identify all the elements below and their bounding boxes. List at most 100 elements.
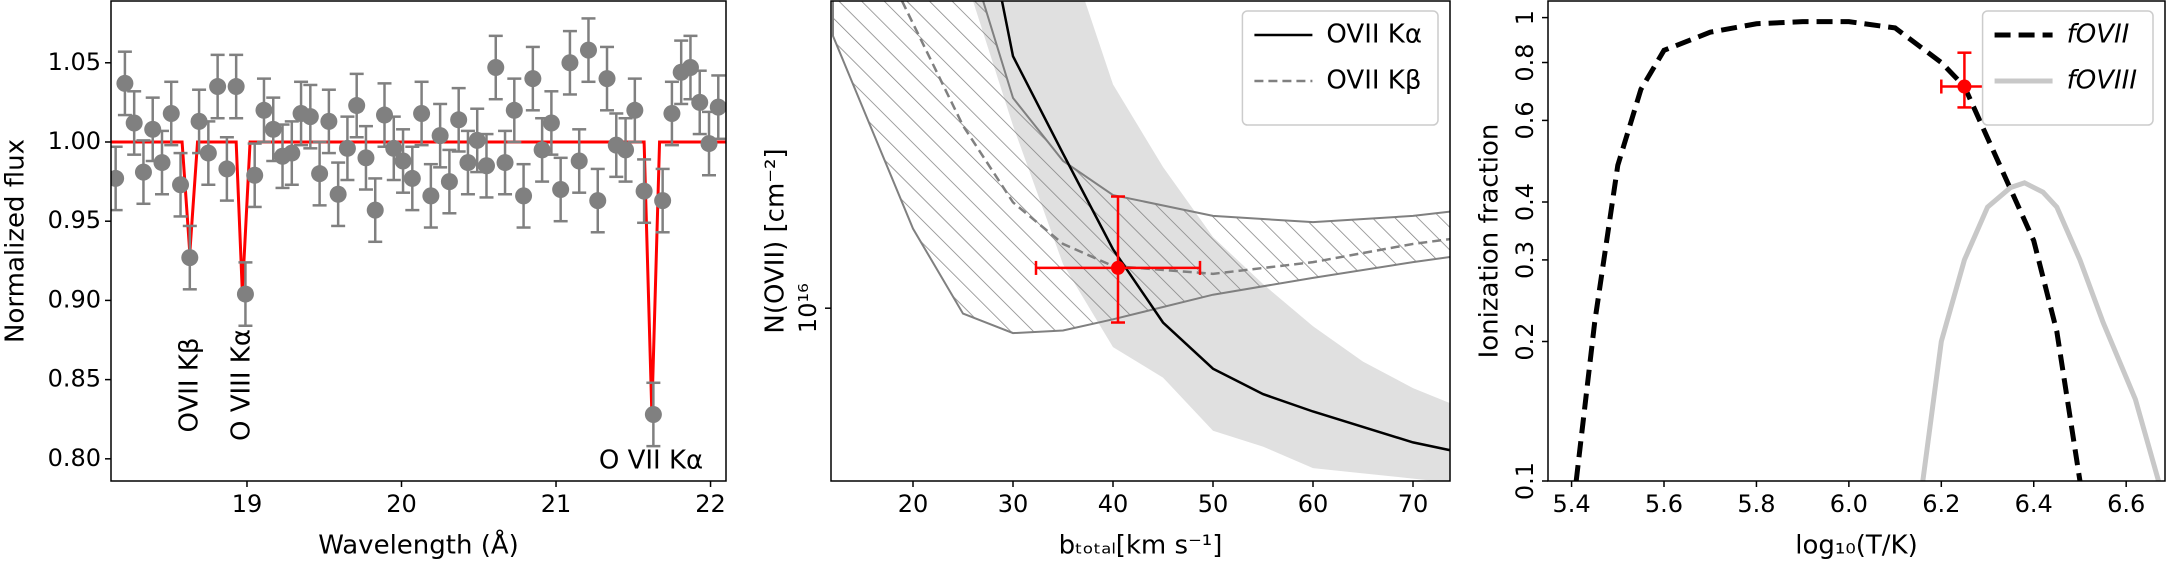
y-tick-label: 1.00 bbox=[48, 127, 101, 155]
point bbox=[172, 176, 190, 194]
axes-frame bbox=[830, 0, 1451, 482]
legend-label: fOVII bbox=[2067, 20, 2130, 50]
point bbox=[218, 160, 236, 178]
y-axis-label: N(OVII) [cm⁻²] bbox=[761, 148, 791, 333]
point bbox=[181, 249, 199, 267]
point bbox=[422, 187, 440, 205]
x-tick-label: 21 bbox=[541, 490, 572, 518]
x-tick-label: 6.6 bbox=[2107, 490, 2145, 518]
y-tick-label: 0.95 bbox=[48, 206, 101, 234]
point bbox=[477, 157, 495, 175]
band bbox=[832, 1, 1450, 335]
point bbox=[515, 187, 533, 205]
point bbox=[681, 59, 699, 77]
point bbox=[283, 144, 301, 162]
x-tick-label: 6.2 bbox=[1922, 490, 1960, 518]
point bbox=[366, 201, 384, 219]
point bbox=[524, 70, 542, 88]
y-tick-label: 0.1 bbox=[1511, 462, 1539, 500]
legend-label: fOVIII bbox=[2067, 66, 2137, 96]
y-tick-label: 10¹⁶ bbox=[794, 283, 822, 333]
line bbox=[1573, 19, 2083, 481]
x-axis-label: log₁₀(T/K) bbox=[1795, 531, 1917, 561]
legend-label: OVII Kβ bbox=[1326, 66, 1421, 96]
point bbox=[598, 70, 616, 88]
point bbox=[144, 120, 162, 138]
point bbox=[487, 59, 505, 77]
point bbox=[246, 166, 264, 184]
y-tick-label: 0.2 bbox=[1511, 322, 1539, 360]
point bbox=[199, 144, 217, 162]
point bbox=[338, 139, 356, 157]
x-tick-label: 19 bbox=[232, 490, 263, 518]
point bbox=[552, 181, 570, 199]
point bbox=[691, 93, 709, 111]
point bbox=[709, 98, 726, 116]
point bbox=[116, 74, 134, 92]
annotation: O VII Kα bbox=[599, 446, 703, 476]
axes-frame bbox=[110, 0, 727, 482]
point bbox=[394, 152, 412, 170]
point bbox=[570, 152, 588, 170]
point bbox=[579, 41, 597, 59]
point bbox=[626, 101, 644, 119]
x-axis-label: bₜₒₜₐₗ[km s⁻¹] bbox=[1059, 531, 1223, 561]
y-tick-label: 0.8 bbox=[1511, 43, 1539, 81]
line bbox=[1000, 1, 1450, 452]
y-axis-label: Normalized flux bbox=[1, 139, 31, 343]
point bbox=[440, 173, 458, 191]
x-tick-label: 5.6 bbox=[1645, 490, 1683, 518]
x-tick-label: 40 bbox=[1098, 490, 1129, 518]
point bbox=[376, 106, 394, 124]
line bbox=[1920, 180, 2161, 481]
x-tick-label: 6.0 bbox=[1830, 490, 1868, 518]
x-tick-label: 6.4 bbox=[2015, 490, 2053, 518]
point bbox=[385, 139, 403, 157]
x-tick-label: 5.8 bbox=[1737, 490, 1775, 518]
point bbox=[1111, 260, 1125, 275]
point bbox=[125, 114, 143, 132]
panel: 20 30 40 50 60 70 10¹⁶ bₜₒₜₐₗ[km s⁻¹] N(OVII) [c… bbox=[761, 0, 1451, 561]
point bbox=[542, 114, 560, 132]
x-tick-label: 60 bbox=[1298, 490, 1329, 518]
point bbox=[1957, 79, 1972, 94]
point bbox=[617, 141, 635, 159]
x-axis-label: Wavelength (Å) bbox=[318, 529, 519, 561]
plot-area bbox=[832, 1, 1450, 481]
point bbox=[301, 108, 319, 126]
legend-box bbox=[1241, 10, 1439, 126]
legend: fOVII fOVIII bbox=[1981, 10, 2154, 126]
x-tick-label: 20 bbox=[898, 490, 929, 518]
x-tick-label: 70 bbox=[1398, 490, 1429, 518]
point bbox=[236, 285, 254, 303]
y-tick-label: 1 bbox=[1511, 10, 1539, 25]
point bbox=[227, 78, 245, 96]
point bbox=[468, 131, 486, 149]
y-axis-label: Ionization fraction bbox=[1475, 124, 1505, 359]
point bbox=[450, 111, 468, 129]
point bbox=[190, 112, 208, 130]
y-tick-label: 0.90 bbox=[48, 285, 101, 313]
y-tick-label: 0.6 bbox=[1511, 101, 1539, 139]
point bbox=[209, 78, 227, 96]
point bbox=[644, 405, 662, 423]
x-tick-label: 50 bbox=[1198, 490, 1229, 518]
point bbox=[635, 182, 653, 200]
x-tick-label: 20 bbox=[386, 490, 417, 518]
y-tick-label: 1.05 bbox=[48, 48, 101, 76]
point bbox=[654, 192, 672, 210]
y-tick-label: 0.4 bbox=[1511, 183, 1539, 221]
legend-box bbox=[1981, 10, 2154, 126]
point bbox=[431, 127, 449, 145]
legend: OVII Kα OVII Kβ bbox=[1241, 10, 1439, 126]
panel: 19 20 21 22 0.80 0.85 0.90 0.95 1.00 1.05 Waveleng… bbox=[1, 0, 727, 561]
annotation: O VIII Kα bbox=[227, 329, 257, 441]
axes-frame bbox=[1547, 0, 2166, 482]
point bbox=[348, 97, 366, 115]
point bbox=[134, 163, 152, 181]
point bbox=[111, 169, 125, 187]
annotation: OVII Kβ bbox=[175, 337, 205, 432]
x-tick-label: 5.4 bbox=[1552, 490, 1590, 518]
point bbox=[589, 192, 607, 210]
